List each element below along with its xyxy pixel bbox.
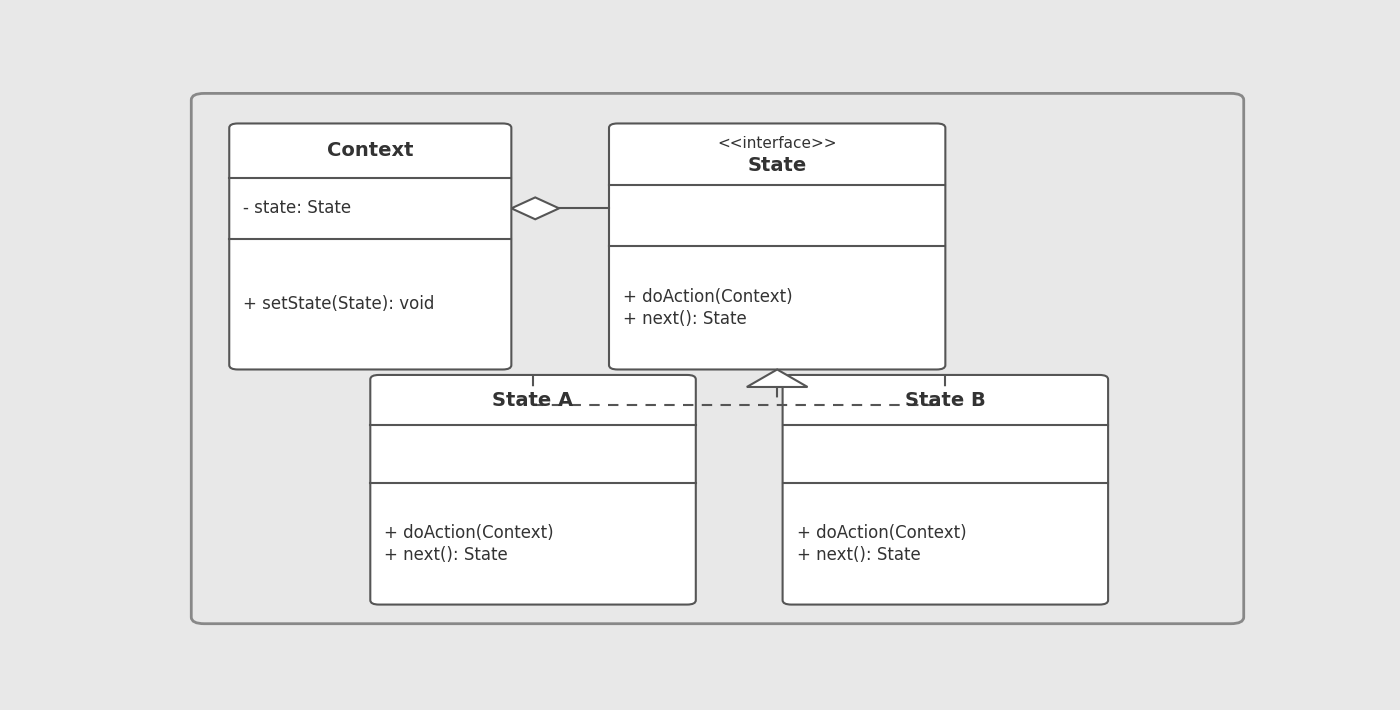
Text: - state: State: - state: State xyxy=(244,200,351,217)
Text: + doAction(Context): + doAction(Context) xyxy=(623,288,792,306)
Text: State: State xyxy=(748,155,806,175)
FancyBboxPatch shape xyxy=(783,375,1109,605)
Text: + doAction(Context): + doAction(Context) xyxy=(385,524,554,542)
Polygon shape xyxy=(511,197,559,219)
FancyBboxPatch shape xyxy=(230,124,511,369)
Text: <<interface>>: <<interface>> xyxy=(717,136,837,151)
Text: State B: State B xyxy=(904,391,986,410)
Text: Context: Context xyxy=(328,141,413,160)
Text: + next(): State: + next(): State xyxy=(623,310,746,328)
Polygon shape xyxy=(746,369,808,387)
Text: State A: State A xyxy=(493,391,574,410)
FancyBboxPatch shape xyxy=(609,124,945,369)
FancyBboxPatch shape xyxy=(370,375,696,605)
Text: + doAction(Context): + doAction(Context) xyxy=(797,524,966,542)
Text: + setState(State): void: + setState(State): void xyxy=(244,295,435,313)
Text: + next(): State: + next(): State xyxy=(797,546,920,564)
Text: + next(): State: + next(): State xyxy=(385,546,508,564)
